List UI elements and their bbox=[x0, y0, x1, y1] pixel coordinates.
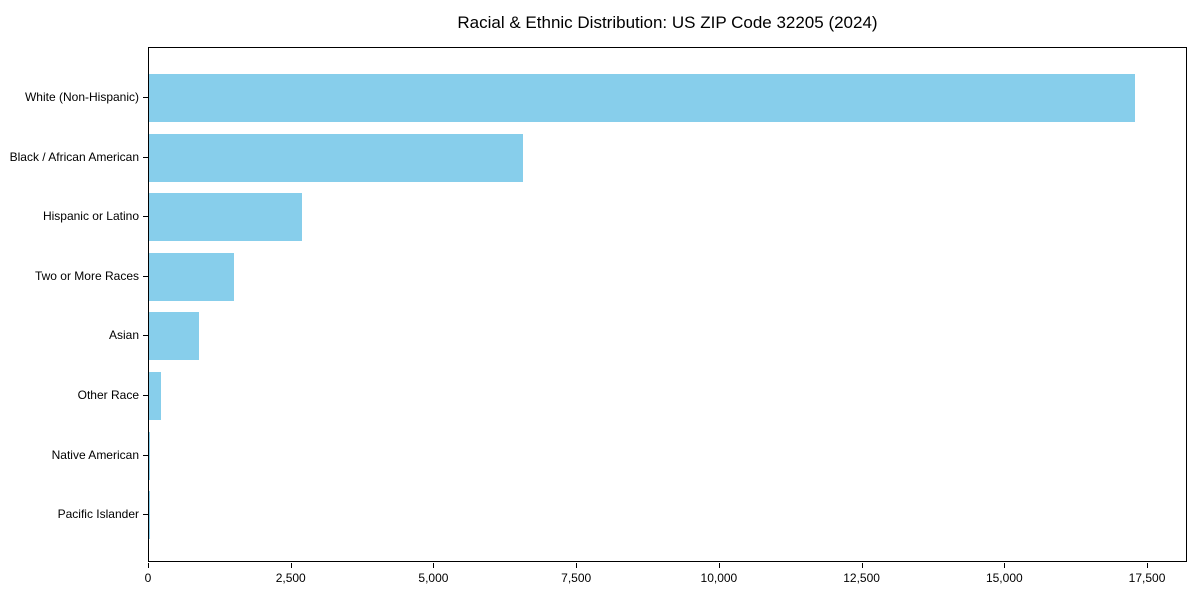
bar-native-american bbox=[149, 431, 151, 480]
x-tick-mark bbox=[576, 563, 578, 568]
y-category-label-native-american: Native American bbox=[51, 447, 139, 462]
y-category-label-other-race: Other Race bbox=[77, 388, 139, 402]
x-tick-label-12-500: 12,500 bbox=[843, 571, 880, 585]
x-tick-label-7-500: 7,500 bbox=[561, 571, 592, 585]
bar-other-race bbox=[149, 372, 162, 420]
y-tick-mark bbox=[143, 454, 148, 456]
x-tick-label-15-000: 15,000 bbox=[985, 571, 1023, 585]
x-tick-mark bbox=[1004, 563, 1006, 568]
y-tick-mark bbox=[143, 514, 148, 516]
y-tick-mark bbox=[143, 97, 148, 98]
bar-two-or-more-races bbox=[149, 252, 235, 301]
x-tick-mark bbox=[861, 563, 863, 568]
y-tick-mark bbox=[143, 216, 148, 218]
y-category-label-asian: Asian bbox=[108, 328, 139, 343]
bar-asian bbox=[149, 312, 200, 361]
y-tick-mark bbox=[143, 335, 148, 337]
x-tick-label-2-500: 2,500 bbox=[275, 571, 306, 585]
bar-white-non-hispanic bbox=[149, 74, 1135, 122]
x-tick-label-10-000: 10,000 bbox=[700, 571, 738, 585]
bar-hispanic-or-latino bbox=[149, 193, 303, 242]
x-tick-mark bbox=[1147, 563, 1149, 568]
y-category-label-white-non-hispanic: White (Non-Hispanic) bbox=[24, 90, 139, 104]
y-category-label-two-or-more-races: Two or More Races bbox=[34, 268, 139, 283]
y-tick-mark bbox=[143, 156, 148, 158]
bar-pacific-islander bbox=[149, 491, 150, 540]
y-tick-mark bbox=[143, 395, 148, 396]
y-category-label-black-african-american: Black / African American bbox=[9, 149, 139, 164]
y-tick-mark bbox=[143, 275, 148, 277]
plot-area bbox=[148, 47, 1187, 562]
x-tick-mark bbox=[433, 563, 435, 568]
x-tick-mark bbox=[290, 563, 292, 568]
bar-black-african-american bbox=[149, 133, 523, 182]
x-tick-label-0: 0 bbox=[144, 571, 152, 585]
x-tick-mark bbox=[148, 563, 149, 568]
x-tick-mark bbox=[718, 563, 720, 568]
y-category-label-pacific-islander: Pacific Islander bbox=[57, 507, 139, 522]
x-tick-label-5-000: 5,000 bbox=[418, 571, 449, 585]
y-category-label-hispanic-or-latino: Hispanic or Latino bbox=[42, 209, 139, 224]
x-tick-label-17-500: 17,500 bbox=[1128, 571, 1166, 585]
chart-title: Racial & Ethnic Distribution: US ZIP Cod… bbox=[457, 13, 878, 32]
